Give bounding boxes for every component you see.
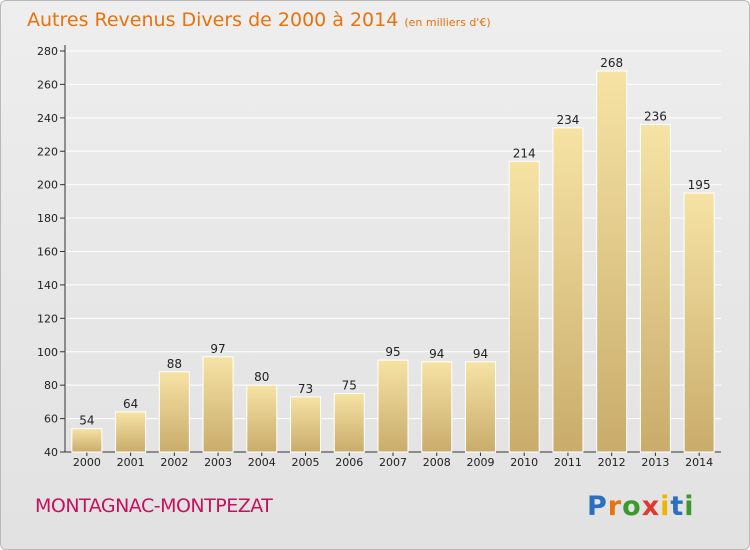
- x-tick-label: 2004: [248, 456, 276, 469]
- bar: [683, 192, 715, 453]
- logo-letter: o: [622, 491, 642, 522]
- value-label: 214: [513, 146, 536, 160]
- logo-letter: r: [607, 491, 623, 522]
- value-label: 95: [385, 345, 400, 359]
- bar: [508, 160, 540, 453]
- logo-letter: P: [587, 491, 608, 522]
- value-label: 88: [167, 357, 182, 371]
- logo-letter: i: [660, 491, 671, 522]
- y-tick-label: 60: [44, 413, 58, 426]
- value-label: 54: [79, 414, 94, 428]
- x-tick-label: 2000: [73, 456, 101, 469]
- y-tick-label: 280: [37, 45, 58, 58]
- x-tick-label: 2007: [379, 456, 407, 469]
- y-tick-label: 180: [37, 212, 58, 225]
- value-label: 195: [688, 178, 711, 192]
- bar: [596, 70, 628, 453]
- value-label: 64: [123, 397, 138, 411]
- bar: [421, 361, 453, 453]
- x-tick-label: 2005: [292, 456, 320, 469]
- y-tick-label: 120: [37, 312, 58, 325]
- proxiti-logo: Proxiti: [587, 491, 695, 522]
- y-tick-label: 80: [44, 379, 58, 392]
- x-tick-label: 2003: [204, 456, 232, 469]
- x-tick-label: 2009: [466, 456, 494, 469]
- value-label: 268: [600, 56, 623, 70]
- y-tick-label: 240: [37, 112, 58, 125]
- x-tick-label: 2002: [160, 456, 188, 469]
- logo-letter: t: [670, 491, 685, 522]
- data-labels: 54 64 88 97 80 73 75 95 94 94 214 234 268 236 195: [79, 56, 710, 428]
- bar: [158, 371, 190, 453]
- bar: [115, 411, 147, 453]
- y-tick-label: 200: [37, 179, 58, 192]
- x-tick-label: 2011: [554, 456, 582, 469]
- value-label: 94: [473, 347, 488, 361]
- x-tick-label: 2013: [641, 456, 669, 469]
- y-tick-label: 40: [44, 446, 58, 459]
- place-name: MONTAGNAC-MONTPEZAT: [35, 495, 273, 517]
- value-label: 75: [342, 379, 357, 393]
- y-tick-label: 260: [37, 78, 58, 91]
- x-tick-label: 2012: [598, 456, 626, 469]
- x-tick-label: 2006: [335, 456, 363, 469]
- chart-title-unit: (en milliers d'€): [404, 16, 491, 29]
- value-label: 234: [556, 113, 579, 127]
- bar: [377, 359, 409, 453]
- bar: [552, 127, 584, 453]
- chart-title: Autres Revenus Divers de 2000 à 2014 (en …: [27, 9, 491, 31]
- value-label: 97: [210, 342, 225, 356]
- bar: [639, 124, 671, 453]
- value-label: 73: [298, 382, 313, 396]
- value-label: 94: [429, 347, 444, 361]
- bars: [71, 70, 715, 453]
- bar: [464, 361, 496, 453]
- chart-title-main: Autres Revenus Divers de 2000 à 2014: [27, 9, 399, 31]
- y-tick-label: 140: [37, 279, 58, 292]
- logo-letter: i: [684, 491, 695, 522]
- bar: [333, 393, 365, 453]
- x-tick-label: 2014: [685, 456, 713, 469]
- value-label: 80: [254, 370, 269, 384]
- logo-letter: x: [641, 491, 661, 522]
- value-label: 236: [644, 110, 667, 124]
- x-tick-label: 2001: [117, 456, 145, 469]
- y-tick-label: 100: [37, 346, 58, 359]
- y-tick-label: 220: [37, 145, 58, 158]
- bar: [71, 428, 103, 453]
- x-tick-label: 2010: [510, 456, 538, 469]
- y-tick-label: 160: [37, 246, 58, 259]
- bar: [290, 396, 322, 453]
- x-tick-label: 2008: [423, 456, 451, 469]
- bar: [246, 384, 278, 453]
- bar: [202, 356, 234, 453]
- axes: 40 60 80 100 120 140 160 180 200 220 240 260 280 2000…: [37, 45, 721, 469]
